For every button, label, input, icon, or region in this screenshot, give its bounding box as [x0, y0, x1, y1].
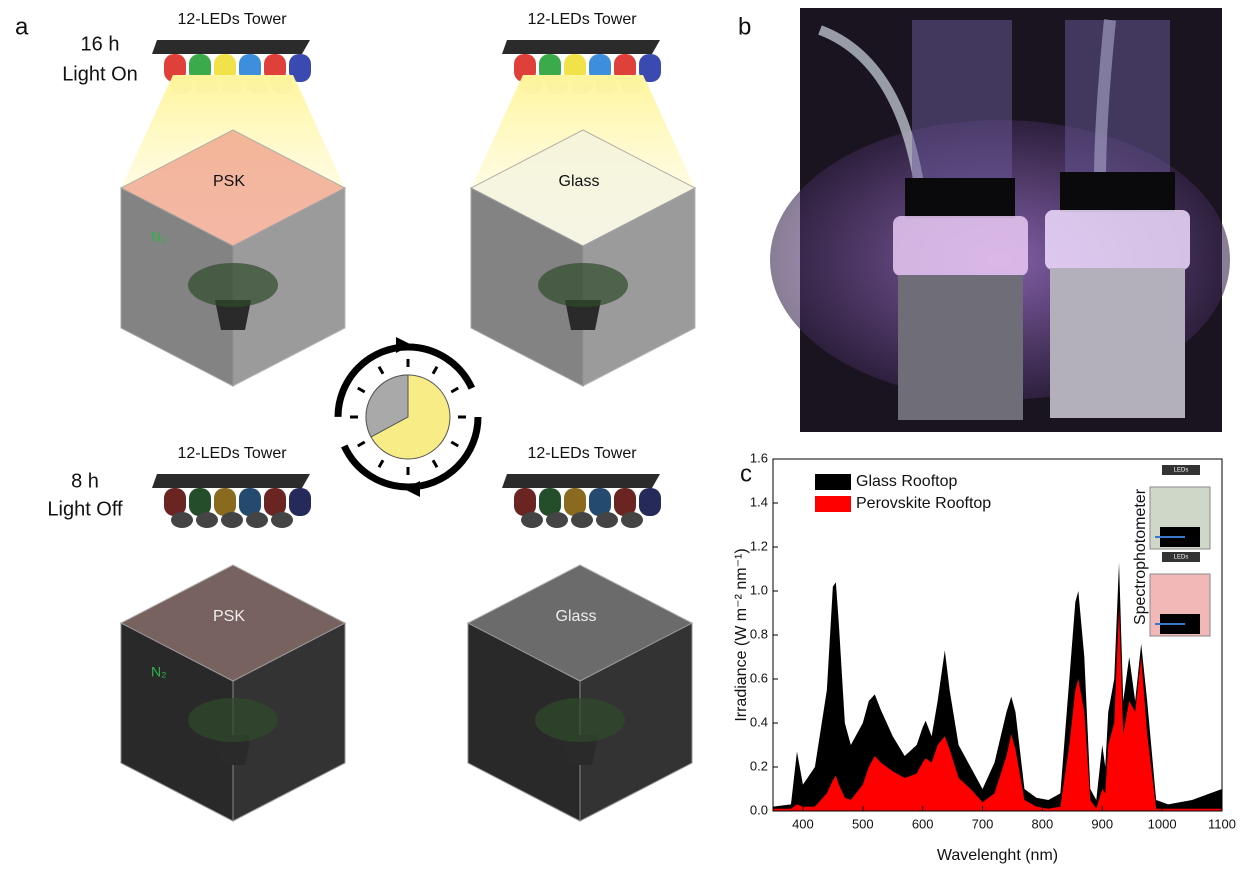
led	[246, 512, 268, 528]
y-axis-label: Irradiance (W m⁻² nm⁻¹)	[733, 548, 750, 721]
plant	[188, 263, 278, 307]
clock-tick	[379, 367, 383, 374]
tower-label: 12-LEDs Tower	[527, 11, 637, 28]
plant	[538, 263, 628, 307]
tower-slab	[502, 474, 660, 488]
inset-label: Spectrophotometer	[1132, 488, 1149, 625]
tower-label: 12-LEDs Tower	[527, 445, 637, 462]
y-tick-label: 1.4	[750, 494, 768, 509]
led	[271, 512, 293, 528]
led	[596, 512, 618, 528]
led	[521, 512, 543, 528]
tower-label: 12-LEDs Tower	[177, 445, 287, 462]
clock-tick	[433, 460, 437, 467]
led	[214, 488, 236, 516]
condition-state: Light On	[62, 63, 138, 85]
led	[221, 512, 243, 528]
clock-tick	[433, 367, 437, 374]
legend-swatch	[815, 496, 851, 512]
led	[196, 512, 218, 528]
gas-label: N₂	[151, 664, 167, 680]
x-tick-label: 900	[1091, 816, 1113, 831]
led	[539, 488, 561, 516]
legend-label: Glass Rooftop	[856, 473, 957, 490]
led	[164, 488, 186, 516]
x-tick-label: 800	[1032, 816, 1054, 831]
x-tick-label: 1100	[1208, 816, 1236, 831]
led	[639, 488, 661, 516]
photo	[770, 8, 1230, 432]
clock-tick	[451, 442, 458, 446]
legend-label: Perovskite Rooftop	[856, 495, 991, 512]
led	[189, 488, 211, 516]
panel-label: a	[15, 13, 29, 40]
x-tick-label: 600	[912, 816, 934, 831]
plant	[188, 698, 278, 742]
y-tick-label: 1.0	[750, 582, 768, 597]
led	[621, 512, 643, 528]
chart: 0.0 0.2 0.4 0.6 0.8 1.0 1.2 1.4 1.6 400 500 600 700 8…	[733, 450, 1236, 864]
tower-label: 12-LEDs Tower	[177, 11, 287, 28]
led	[571, 512, 593, 528]
figure: a b c 16 h Light On 8 h Light Off 0.00.2…	[0, 0, 1241, 866]
led	[589, 488, 611, 516]
clock-tick	[358, 388, 365, 392]
clock-tick	[358, 442, 365, 446]
y-tick-label: 0.0	[750, 802, 768, 817]
condition-hours: 8 h	[71, 470, 99, 492]
inset-led-label: LEDs	[1174, 555, 1189, 561]
y-tick-label: 0.8	[750, 626, 768, 641]
x-tick-label: 400	[792, 816, 814, 831]
panel-label: b	[738, 13, 751, 40]
x-tick-label: 500	[852, 816, 874, 831]
tower-slab	[152, 474, 310, 488]
x-axis-label: Wavelenght (nm)	[937, 847, 1058, 864]
led	[546, 512, 568, 528]
y-tick-label: 0.4	[750, 714, 768, 729]
gas-label: N₂	[151, 229, 167, 245]
led	[289, 488, 311, 516]
led	[239, 488, 261, 516]
inset-led-label: LEDs	[1174, 468, 1189, 474]
tower-slab	[152, 40, 310, 54]
y-tick-label: 0.2	[750, 758, 768, 773]
plant	[535, 698, 625, 742]
box-label: PSK	[213, 608, 245, 625]
y-tick-label: 0.6	[750, 670, 768, 685]
legend-swatch	[815, 474, 851, 490]
clock-tick	[451, 388, 458, 392]
box-label: Glass	[556, 608, 597, 625]
box-label: Glass	[559, 173, 600, 190]
condition-state: Light Off	[47, 498, 123, 520]
clock-tick	[379, 460, 383, 467]
x-tick-label: 1000	[1148, 816, 1177, 831]
led	[264, 488, 286, 516]
y-tick-label: 1.2	[750, 538, 768, 553]
tower-slab	[502, 40, 660, 54]
led	[514, 488, 536, 516]
y-tick-label: 1.6	[750, 450, 768, 465]
led	[171, 512, 193, 528]
condition-hours: 16 h	[81, 33, 120, 55]
box-label: PSK	[213, 173, 245, 190]
led	[614, 488, 636, 516]
x-tick-label: 700	[972, 816, 994, 831]
led	[564, 488, 586, 516]
